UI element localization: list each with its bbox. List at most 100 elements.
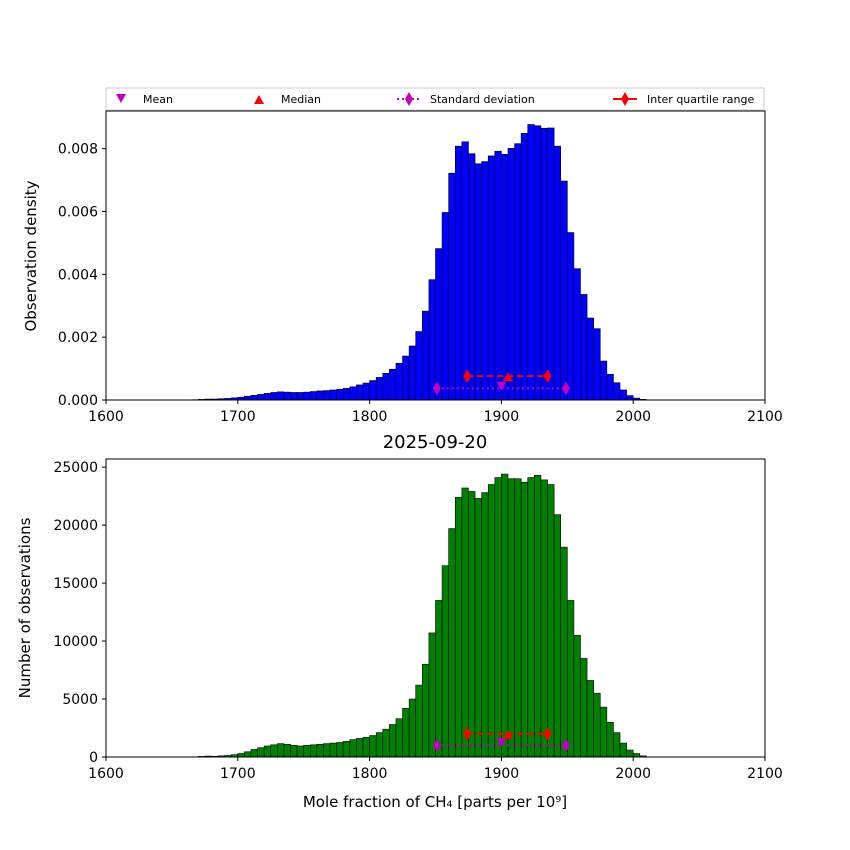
count-y-tick-label: 0 bbox=[89, 750, 98, 766]
count-y-label: Number of observations bbox=[16, 517, 34, 698]
count-bars bbox=[191, 473, 647, 758]
count-bar bbox=[422, 663, 430, 758]
density-std-high-marker bbox=[561, 381, 570, 396]
density-bar bbox=[369, 380, 377, 401]
density-y-tick-label: 0.002 bbox=[58, 330, 98, 346]
density-bar bbox=[441, 212, 449, 401]
count-x-tick-label: 2000 bbox=[615, 766, 651, 782]
density-mean-marker bbox=[496, 381, 507, 391]
density-bar bbox=[553, 145, 562, 401]
density-x-tick-label: 1600 bbox=[88, 409, 124, 425]
count-bar bbox=[303, 745, 311, 758]
count-bar bbox=[408, 698, 417, 758]
count-bar bbox=[395, 718, 403, 758]
count-bar bbox=[501, 473, 509, 758]
density-bar bbox=[277, 391, 285, 401]
density-bar bbox=[283, 391, 291, 401]
count-std-low-marker bbox=[432, 738, 441, 753]
count-panel: 2025-09-20 1600 1700 1800 1900 2000 2100 0 500… bbox=[16, 432, 783, 811]
count-bar bbox=[277, 743, 285, 758]
count-bar bbox=[534, 474, 542, 758]
count-bar bbox=[375, 732, 384, 758]
density-bar bbox=[244, 395, 252, 401]
density-bar bbox=[547, 127, 555, 401]
count-bar bbox=[402, 707, 410, 758]
density-bar bbox=[415, 331, 423, 401]
legend-std-marker bbox=[405, 92, 413, 106]
count-bar bbox=[560, 546, 568, 758]
density-bar bbox=[461, 141, 469, 401]
count-bar bbox=[599, 706, 608, 758]
count-bar bbox=[263, 745, 272, 758]
density-bar bbox=[408, 345, 417, 401]
count-y-tick-label: 25000 bbox=[53, 460, 98, 476]
density-iqr-low-marker bbox=[463, 369, 472, 384]
count-bar bbox=[520, 481, 529, 758]
count-bar bbox=[547, 484, 555, 758]
density-bar bbox=[487, 155, 496, 401]
density-bar bbox=[382, 372, 390, 401]
density-bar bbox=[494, 150, 502, 401]
count-bar bbox=[606, 721, 614, 758]
count-bar bbox=[593, 692, 601, 758]
count-title: 2025-09-20 bbox=[383, 432, 488, 453]
density-bar bbox=[263, 393, 272, 401]
density-panel: 1600 1700 1800 1900 2000 2100 0.000 0.002 0.004… bbox=[22, 110, 783, 425]
count-mean-marker bbox=[496, 738, 507, 748]
density-bar bbox=[296, 392, 304, 401]
density-bar bbox=[250, 394, 258, 401]
density-bar bbox=[540, 127, 548, 401]
density-bar bbox=[389, 368, 397, 401]
density-bar bbox=[560, 180, 568, 401]
density-bar bbox=[514, 143, 522, 401]
density-bar bbox=[606, 373, 614, 401]
count-bar bbox=[435, 600, 443, 758]
count-bar bbox=[290, 745, 298, 758]
count-x-tick-label: 1900 bbox=[484, 766, 520, 782]
density-bars bbox=[191, 124, 647, 401]
count-bar bbox=[613, 732, 621, 758]
count-y-tick-label: 10000 bbox=[53, 634, 98, 650]
count-bar bbox=[342, 741, 351, 758]
legend-std-label: Standard deviation bbox=[430, 93, 535, 106]
count-x-label: Mole fraction of CH₄ [parts per 10⁹] bbox=[303, 793, 567, 811]
count-bar bbox=[250, 749, 258, 758]
density-bar bbox=[534, 125, 542, 401]
density-bar bbox=[362, 382, 370, 401]
count-bar bbox=[415, 684, 423, 758]
count-bar bbox=[468, 491, 476, 758]
density-bar bbox=[613, 382, 621, 401]
density-bar bbox=[520, 133, 529, 401]
density-median-marker bbox=[502, 372, 513, 382]
density-bar bbox=[626, 395, 634, 401]
legend-frame bbox=[105, 87, 765, 111]
count-bar bbox=[448, 528, 456, 758]
density-std-low-marker bbox=[432, 381, 441, 396]
density-x-tick-label: 1900 bbox=[484, 409, 520, 425]
count-bar bbox=[441, 565, 449, 758]
density-bar bbox=[454, 145, 463, 401]
count-bar bbox=[481, 492, 489, 758]
count-bar bbox=[461, 487, 469, 758]
legend-entry-mean: Mean bbox=[116, 93, 173, 106]
count-bar bbox=[316, 743, 324, 758]
count-bar bbox=[257, 747, 265, 758]
legend-iqr-label: Inter quartile range bbox=[647, 93, 754, 106]
count-bar bbox=[329, 742, 337, 758]
density-bar bbox=[435, 248, 443, 401]
count-x-tick-label: 1800 bbox=[352, 766, 388, 782]
legend: Mean Median Standard deviation Inter qua… bbox=[105, 87, 765, 111]
count-iqr-low-marker bbox=[463, 726, 472, 741]
count-iqr-high-marker bbox=[543, 726, 552, 741]
count-bar bbox=[474, 498, 482, 758]
count-bar bbox=[507, 478, 515, 758]
density-bar bbox=[527, 124, 535, 401]
density-bar bbox=[356, 384, 364, 401]
count-bar bbox=[323, 743, 331, 758]
legend-median-label: Median bbox=[281, 93, 321, 106]
count-bar bbox=[626, 749, 634, 758]
density-bar bbox=[481, 161, 489, 401]
count-y-ticks: 0 5000 10000 15000 20000 25000 bbox=[53, 460, 106, 766]
count-bar bbox=[428, 632, 436, 758]
count-bar bbox=[573, 634, 581, 758]
